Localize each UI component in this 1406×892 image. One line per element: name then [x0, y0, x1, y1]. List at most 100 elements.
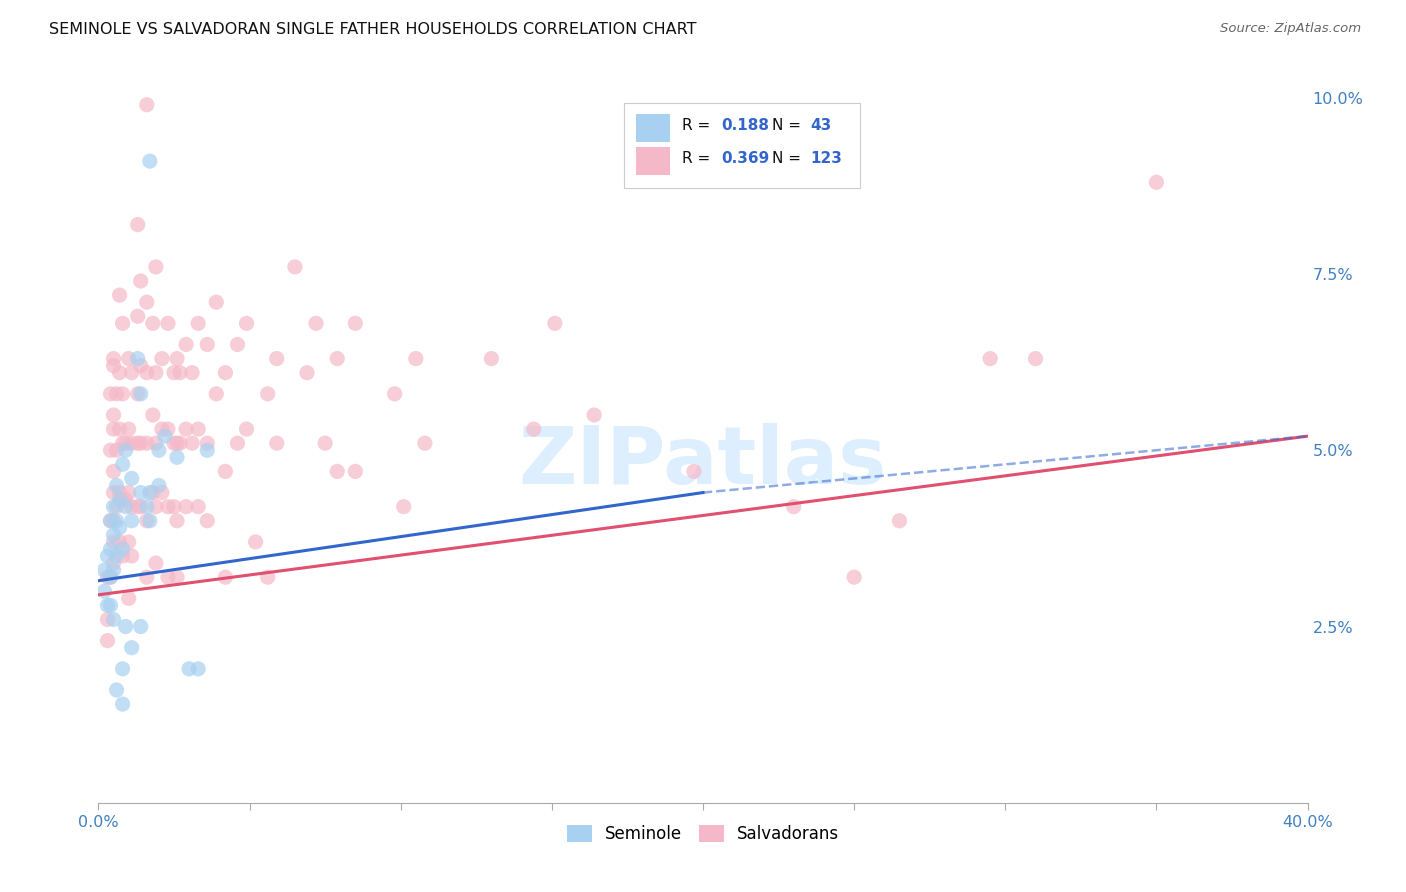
Point [135, 514, 157, 528]
Point [139, 485, 162, 500]
Point [100, 599, 122, 613]
Point [145, 556, 167, 570]
Point [111, 458, 134, 472]
Text: N =: N = [772, 118, 806, 133]
Point [169, 366, 191, 380]
Point [135, 295, 157, 310]
Point [344, 316, 367, 330]
Point [326, 464, 349, 478]
Point [148, 478, 170, 492]
Point [187, 422, 209, 436]
Point [93, 584, 115, 599]
Point [114, 500, 136, 514]
Point [783, 500, 806, 514]
Point [103, 485, 125, 500]
Point [284, 260, 307, 274]
Point [226, 337, 249, 351]
Point [103, 563, 125, 577]
Point [384, 387, 406, 401]
Point [108, 535, 131, 549]
Text: SEMINOLE VS SALVADORAN SINGLE FATHER HOUSEHOLDS CORRELATION CHART: SEMINOLE VS SALVADORAN SINGLE FATHER HOU… [49, 22, 697, 37]
Point [145, 260, 167, 274]
Point [114, 443, 136, 458]
Point [163, 500, 186, 514]
Point [214, 366, 236, 380]
Point [523, 422, 546, 436]
Point [100, 443, 122, 458]
Point [181, 436, 204, 450]
Point [266, 436, 288, 450]
Point [108, 366, 131, 380]
Point [127, 218, 149, 232]
Point [121, 640, 143, 655]
Point [256, 387, 278, 401]
Point [1144, 175, 1167, 189]
Point [205, 387, 228, 401]
Point [103, 359, 125, 373]
Point [127, 500, 149, 514]
Point [129, 274, 152, 288]
Point [135, 366, 157, 380]
Point [108, 521, 131, 535]
Point [118, 535, 141, 549]
Point [127, 310, 149, 324]
Point [163, 366, 186, 380]
Point [103, 556, 125, 570]
Point [100, 514, 122, 528]
Point [105, 443, 128, 458]
Point [235, 316, 257, 330]
Point [145, 366, 167, 380]
Point [96, 612, 118, 626]
Point [195, 514, 218, 528]
Text: Source: ZipAtlas.com: Source: ZipAtlas.com [1220, 22, 1361, 36]
Point [96, 633, 118, 648]
Point [111, 316, 134, 330]
Point [105, 478, 128, 492]
Point [103, 351, 125, 366]
Point [145, 436, 167, 450]
Point [127, 351, 149, 366]
Point [166, 514, 188, 528]
Point [153, 429, 176, 443]
Point [245, 535, 267, 549]
Point [111, 549, 134, 563]
Text: 123: 123 [811, 151, 842, 166]
Point [139, 154, 162, 169]
Point [118, 591, 141, 606]
Point [150, 351, 173, 366]
Point [413, 436, 436, 450]
FancyBboxPatch shape [624, 103, 860, 188]
Point [142, 316, 165, 330]
Point [305, 316, 328, 330]
Point [111, 697, 134, 711]
Point [114, 492, 136, 507]
Point [166, 351, 188, 366]
Point [142, 408, 165, 422]
Point [103, 528, 125, 542]
Point [314, 436, 336, 450]
Point [114, 436, 136, 450]
Point [118, 351, 141, 366]
Point [214, 570, 236, 584]
Point [111, 541, 134, 556]
Point [169, 436, 191, 450]
Point [544, 316, 567, 330]
Text: 0.188: 0.188 [721, 118, 769, 133]
FancyBboxPatch shape [637, 147, 671, 175]
Point [129, 500, 152, 514]
Point [583, 408, 606, 422]
Point [181, 366, 204, 380]
Point [93, 563, 115, 577]
Point [129, 485, 152, 500]
Point [103, 422, 125, 436]
Point [129, 619, 152, 633]
Point [129, 436, 152, 450]
Point [121, 471, 143, 485]
Point [295, 366, 318, 380]
Point [103, 408, 125, 422]
Legend: Seminole, Salvadorans: Seminole, Salvadorans [560, 819, 846, 850]
Point [103, 514, 125, 528]
Point [121, 549, 143, 563]
Point [166, 570, 188, 584]
Point [344, 464, 367, 478]
